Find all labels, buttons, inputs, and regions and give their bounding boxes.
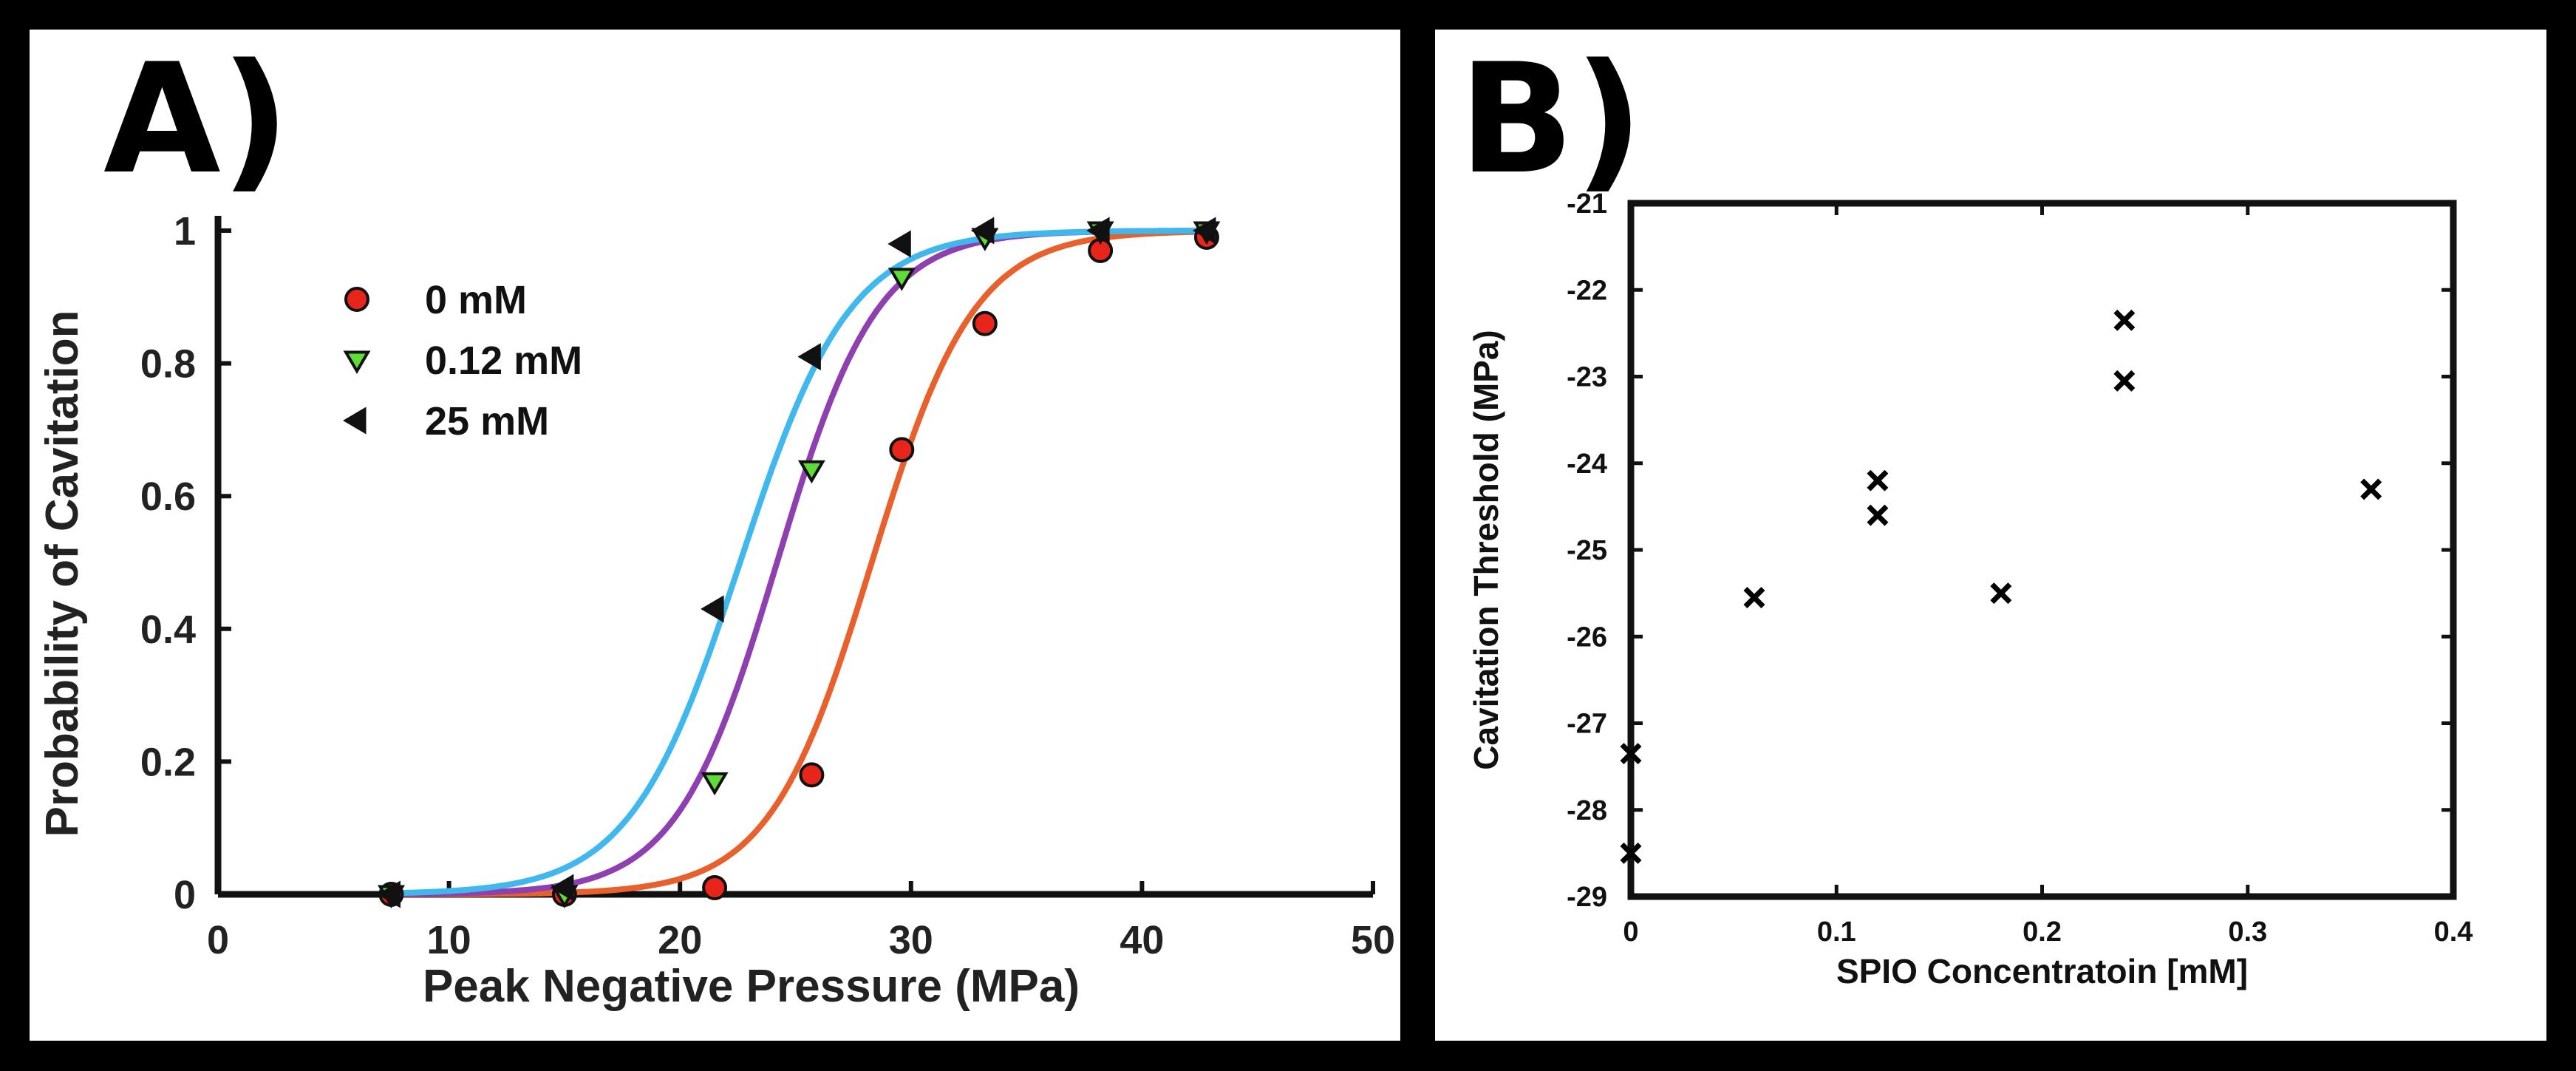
- y-tick-label: -26: [1567, 622, 1607, 653]
- data-point-stroke: [1620, 842, 1642, 864]
- data-point: [797, 460, 825, 484]
- x-axis-title: Peak Negative Pressure (MPa): [423, 961, 1080, 1012]
- y-tick-label: -22: [1567, 275, 1607, 306]
- x-tick-label: 0.2: [2023, 917, 2062, 948]
- data-point-stroke: [2360, 478, 2382, 500]
- data-point: [1867, 504, 1889, 526]
- x-tick-label: 0.4: [2434, 917, 2473, 948]
- y-axis-title: Probability of Cavitation: [37, 310, 88, 837]
- y-tick-label: 0.2: [140, 740, 196, 784]
- data-point: [797, 343, 821, 371]
- data-point-stroke: [1867, 469, 1889, 492]
- data-point: [1620, 743, 1642, 765]
- y-axis-title: Cavitation Threshold (MPa): [1467, 330, 1505, 769]
- data-point: [1743, 587, 1765, 608]
- y-tick-label: -23: [1567, 362, 1607, 393]
- legend-marker-25-mm: [343, 407, 367, 435]
- fit-curve-0-mm: [391, 228, 1212, 897]
- data-point: [702, 875, 728, 901]
- data-point-stroke: [2113, 370, 2136, 392]
- x-tick-label: 20: [658, 918, 702, 962]
- series-0-mm: [378, 224, 1219, 907]
- x-tick-label: 40: [1120, 918, 1164, 962]
- x-tick-label: 10: [427, 918, 471, 962]
- x-tick-label: 0.1: [1817, 917, 1856, 948]
- data-point: [377, 880, 401, 908]
- y-tick-label: 0: [174, 873, 196, 917]
- y-tick-label: 1: [174, 209, 196, 254]
- data-point: [550, 874, 574, 902]
- data-point: [2360, 478, 2382, 500]
- data-point: [887, 230, 911, 258]
- plot-frame: [1627, 200, 2457, 900]
- series-25-mm: [377, 217, 1216, 908]
- y-tick-label: 0.8: [140, 342, 196, 387]
- legend-label-0-12-mm: 0.12 mM: [425, 339, 582, 383]
- data-point: [1086, 217, 1110, 245]
- data-point: [701, 595, 724, 623]
- data-point: [889, 437, 915, 463]
- x-tick-label: 0.3: [2228, 917, 2267, 948]
- data-point: [701, 772, 729, 796]
- data-point: [1620, 842, 1642, 864]
- data-point: [2113, 309, 2136, 331]
- chart-b: 0 0.1 0.2 0.3 0.4 -29 -28 -27 -26 -25 -24 -23 -22 -21…: [1467, 188, 2473, 990]
- x-axis-title: SPIO Concentratoin [mM]: [1836, 952, 2248, 990]
- x-tick-label: 0: [207, 918, 229, 962]
- data-point-stroke: [1867, 504, 1889, 526]
- y-tick-label: -27: [1567, 709, 1607, 740]
- data-point: [1192, 217, 1216, 245]
- legend-marker-0-12-mm: [343, 350, 371, 374]
- x-tick-label: 50: [1351, 918, 1395, 962]
- y-tick-label: -25: [1567, 535, 1607, 566]
- data-point: [887, 268, 916, 291]
- chart-a: 0 10 20 30 40 50 0 0.2 0.4 0.6 0.8 1 Peak Negative P…: [37, 209, 1395, 1012]
- x-tick-label: 30: [889, 918, 933, 962]
- y-tick-label: -29: [1567, 882, 1607, 913]
- data-point-stroke: [1990, 582, 2012, 605]
- x-tick-label: 0: [1623, 917, 1638, 948]
- data-point: [1867, 469, 1889, 492]
- fit-curve-0-12-mm: [391, 228, 1212, 897]
- y-tick-label: -21: [1567, 188, 1607, 220]
- data-point: [972, 310, 998, 336]
- y-tick-label: -28: [1567, 795, 1607, 826]
- legend-marker-0-mm: [344, 287, 369, 312]
- panel-label-b: B): [1459, 32, 1643, 208]
- panel-label-a: A): [103, 32, 290, 208]
- legend-label-25-mm: 25 mM: [425, 399, 549, 443]
- data-point: [1990, 582, 2012, 605]
- data-point: [970, 217, 995, 245]
- data-point-stroke: [2113, 309, 2136, 331]
- y-tick-label: -24: [1567, 449, 1607, 480]
- panel-b: B) 0 0.1 0.2 0.3 0.4 -29 -28 -27 -26 -25 -24 -23 -22…: [1435, 30, 2546, 1041]
- series-0-12-mm: [377, 221, 1221, 908]
- data-point-stroke: [1743, 587, 1765, 608]
- y-tick-label: 0.6: [140, 475, 196, 519]
- data-point-stroke: [1620, 743, 1642, 765]
- legend: 0 mM 0.12 mM 25 mM: [343, 278, 582, 443]
- series-thresholds: [1620, 309, 2382, 864]
- panel-a: A) 0 10 20 30 40 50 0 0.2 0.4 0.6 0.8 1 Peak Negativ…: [30, 30, 1400, 1041]
- fit-curve-25-mm: [391, 228, 1212, 897]
- data-point: [799, 762, 825, 788]
- y-tick-label: 0.4: [140, 608, 196, 652]
- legend-label-0-mm: 0 mM: [425, 278, 527, 322]
- data-point: [2113, 370, 2136, 392]
